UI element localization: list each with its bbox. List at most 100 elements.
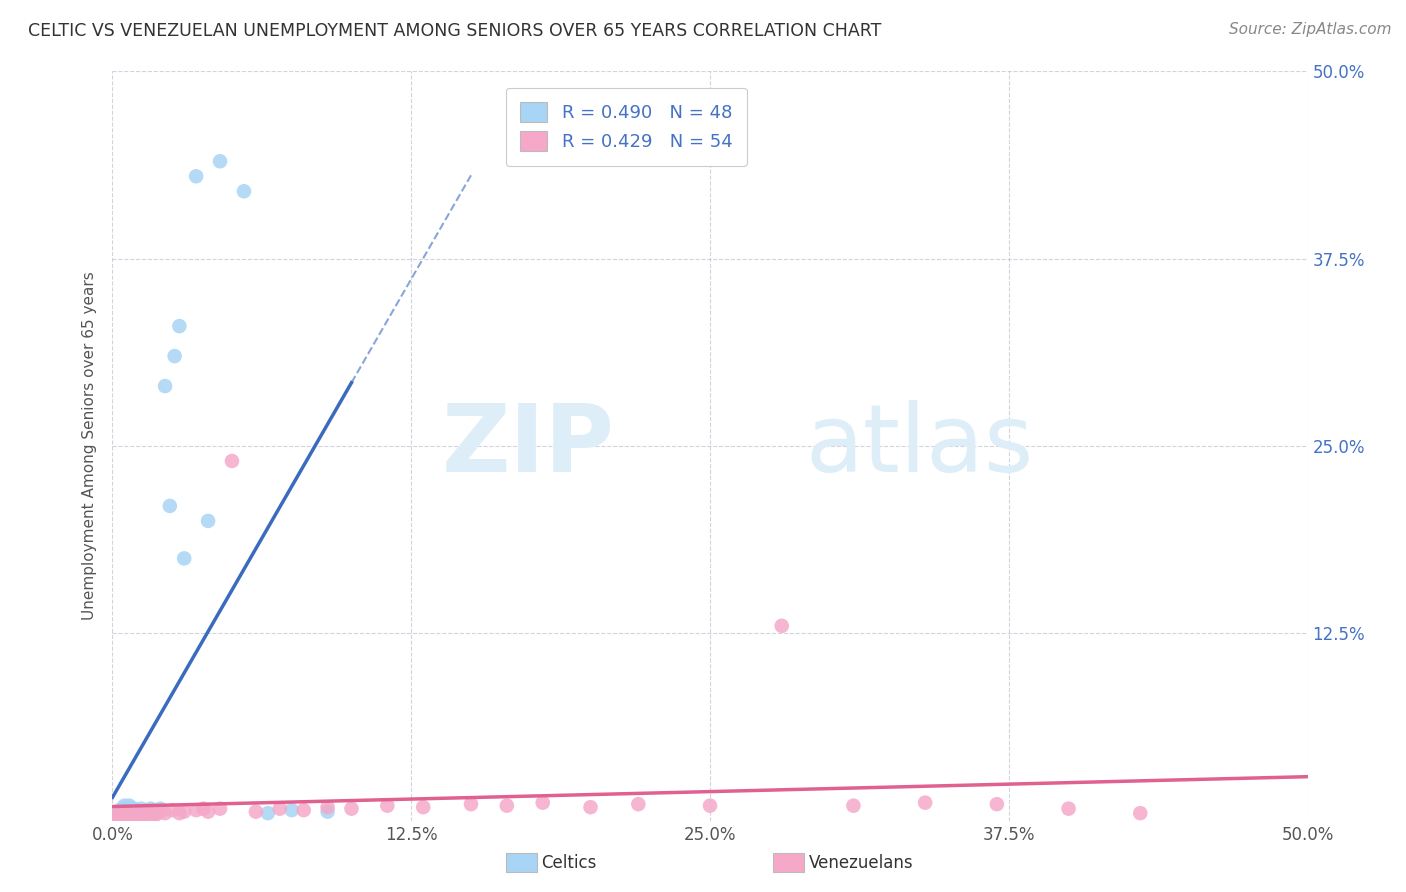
Point <box>121 807 143 822</box>
Point <box>245 805 267 819</box>
Point <box>108 809 131 823</box>
Point <box>122 802 145 816</box>
Point <box>145 805 167 819</box>
Legend: R = 0.490   N = 48, R = 0.429   N = 54: R = 0.490 N = 48, R = 0.429 N = 54 <box>506 88 747 166</box>
Point <box>108 807 131 822</box>
Point <box>193 802 215 816</box>
Point <box>257 806 280 821</box>
Point <box>986 797 1008 812</box>
Point <box>118 798 141 813</box>
Point <box>125 803 148 817</box>
Point <box>108 806 131 821</box>
Point <box>111 806 134 821</box>
Point <box>142 806 165 821</box>
Point <box>162 803 183 817</box>
Point <box>496 798 519 813</box>
Point <box>111 805 134 819</box>
Point <box>104 809 127 823</box>
Point <box>292 803 315 817</box>
Point <box>108 803 131 817</box>
Point <box>281 803 304 817</box>
Point <box>914 796 936 810</box>
Point <box>153 806 176 821</box>
Point <box>197 514 219 528</box>
Point <box>115 800 138 814</box>
Point <box>125 805 148 819</box>
Point <box>340 802 363 816</box>
Point <box>269 802 291 816</box>
Point <box>135 803 157 817</box>
Point <box>221 454 243 468</box>
Point <box>186 803 208 817</box>
Point <box>209 154 232 169</box>
Point <box>173 551 195 566</box>
Text: CELTIC VS VENEZUELAN UNEMPLOYMENT AMONG SENIORS OVER 65 YEARS CORRELATION CHART: CELTIC VS VENEZUELAN UNEMPLOYMENT AMONG … <box>28 22 882 40</box>
Point <box>149 802 172 816</box>
Point <box>128 809 150 823</box>
Point <box>173 805 195 819</box>
Point <box>139 809 162 823</box>
Point <box>122 809 145 823</box>
Point <box>699 798 721 813</box>
Text: ZIP: ZIP <box>441 400 614 492</box>
Point <box>114 807 135 822</box>
Point <box>104 811 127 825</box>
Point <box>115 809 138 823</box>
Point <box>159 499 181 513</box>
Point <box>132 807 155 822</box>
Point <box>138 805 160 819</box>
Point <box>142 803 165 817</box>
Point <box>129 806 152 821</box>
Point <box>115 805 138 819</box>
Point <box>105 809 128 823</box>
Point <box>105 807 128 822</box>
Point <box>1057 802 1080 816</box>
Point <box>114 807 135 822</box>
Point <box>125 807 148 822</box>
Point <box>197 805 219 819</box>
Point <box>377 798 399 813</box>
Point <box>316 800 339 814</box>
Text: atlas: atlas <box>806 400 1033 492</box>
Point <box>139 802 162 816</box>
Point <box>770 619 793 633</box>
Point <box>104 811 127 825</box>
Y-axis label: Unemployment Among Seniors over 65 years: Unemployment Among Seniors over 65 years <box>82 272 97 620</box>
Point <box>128 805 150 819</box>
Point <box>118 803 141 817</box>
Point <box>114 798 135 813</box>
Point <box>145 807 167 822</box>
Point <box>115 809 138 823</box>
Point <box>579 800 602 814</box>
Point <box>111 802 134 816</box>
Point <box>132 809 155 823</box>
Point <box>104 809 127 823</box>
Text: Source: ZipAtlas.com: Source: ZipAtlas.com <box>1229 22 1392 37</box>
Point <box>135 807 157 822</box>
Point <box>122 806 145 821</box>
Point <box>233 184 256 198</box>
Point <box>209 802 232 816</box>
Point <box>129 802 152 816</box>
Point <box>118 809 141 823</box>
Point <box>627 797 650 812</box>
Point <box>1129 806 1152 821</box>
Point <box>460 797 482 812</box>
Point <box>114 803 135 817</box>
Point <box>186 169 208 184</box>
Point <box>114 811 135 825</box>
Point <box>842 798 865 813</box>
Text: Celtics: Celtics <box>541 854 596 871</box>
Point <box>531 796 554 810</box>
Point <box>111 809 134 823</box>
Point <box>121 802 143 816</box>
Point <box>121 806 143 821</box>
Point <box>163 349 186 363</box>
Point <box>118 807 141 822</box>
Text: Venezuelans: Venezuelans <box>808 854 912 871</box>
Point <box>146 806 169 821</box>
Point <box>108 811 131 825</box>
Point <box>316 805 339 819</box>
Point <box>105 807 128 822</box>
Point <box>412 800 434 814</box>
